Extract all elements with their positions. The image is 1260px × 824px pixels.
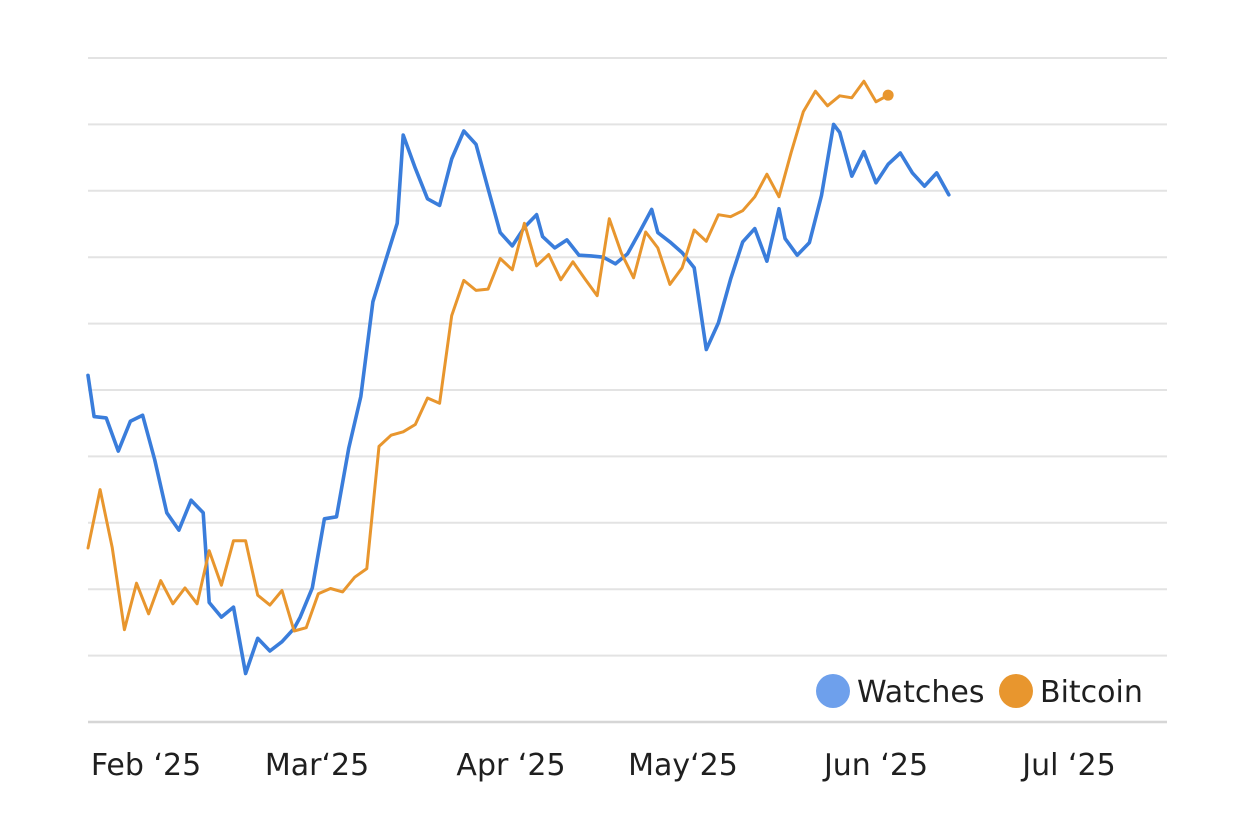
x-axis: Feb ‘25 Mar‘25 Apr ‘25 May‘25 Jun ‘25 Jul ‘25	[91, 748, 1116, 783]
x-tick-label: Jun ‘25	[822, 748, 928, 783]
x-tick-label: Jul ‘25	[1020, 748, 1115, 783]
series-line-watches[interactable]	[86, 122, 951, 676]
bitcoin-endpoint-marker[interactable]	[882, 89, 894, 101]
x-tick-label: Feb ‘25	[91, 748, 201, 783]
legend-label: Bitcoin	[1040, 675, 1143, 710]
series-line-bitcoin[interactable]	[86, 79, 890, 633]
x-tick-label: May‘25	[628, 748, 738, 783]
gridlines	[88, 57, 1167, 724]
legend-item-bitcoin[interactable]: Bitcoin	[999, 674, 1143, 710]
x-tick-label: Apr ‘25	[456, 748, 565, 783]
legend-label: Watches	[857, 675, 985, 710]
legend-swatch	[816, 674, 850, 708]
legend-item-watches[interactable]: Watches	[816, 674, 985, 710]
series-lines	[86, 79, 951, 676]
legend[interactable]: Watches Bitcoin	[816, 674, 1143, 710]
x-tick-label: Mar‘25	[265, 748, 369, 783]
legend-swatch	[999, 674, 1033, 708]
